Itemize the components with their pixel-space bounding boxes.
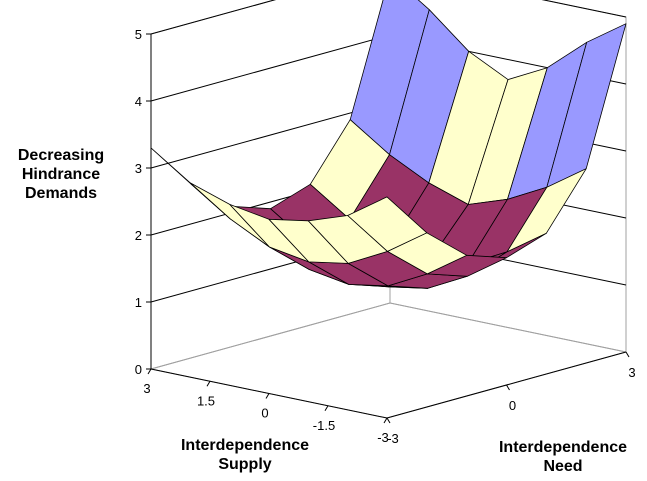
- y-tick-mark-2: [625, 351, 630, 358]
- z-axis-title-line-1: Decreasing: [17, 147, 105, 164]
- x-tick-mark-3: [324, 405, 329, 412]
- x-tick-mark-1: [206, 380, 211, 387]
- y-tick-label: 0: [509, 398, 516, 413]
- y-tick-mark-1: [506, 384, 510, 391]
- surface-cell-0-0: [347, 196, 428, 252]
- x-axis-title-line-2: Supply: [218, 456, 272, 473]
- z-tick-label: 3: [135, 161, 142, 176]
- z-tick-label: 0: [135, 362, 142, 377]
- z-tick-label: 2: [135, 228, 142, 243]
- x-axis-title-line-1: Interdependence: [180, 437, 310, 454]
- x-tick-mark-4: [383, 417, 388, 424]
- y-tick-label: 3: [628, 365, 635, 380]
- y-axis-title-line-2: Need: [543, 458, 583, 475]
- x-tick-label: 1.5: [197, 393, 215, 408]
- z-tick-label: 1: [135, 295, 142, 310]
- x-tick-label: -1.5: [313, 418, 335, 433]
- z-axis-title-line-3: Demands: [24, 185, 98, 202]
- x-tick-label: -3: [377, 430, 389, 445]
- gridline-z-5: [150, 0, 627, 35]
- y-tick-mark-0: [386, 417, 391, 424]
- surface-mesh: [150, 0, 627, 289]
- x-tick-mark-2: [265, 393, 270, 399]
- x-tick-label: 3: [143, 381, 150, 396]
- z-axis-title-line-2: Hindrance: [21, 166, 101, 183]
- x-tick-mark-0: [147, 368, 152, 375]
- z-tick-label: 4: [135, 94, 142, 109]
- x-axis-title: Interdependence Supply: [160, 436, 330, 474]
- y-axis-title-line-1: Interdependence: [498, 439, 628, 456]
- z-axis-title: Decreasing Hindrance Demands: [2, 146, 120, 203]
- y-axis-title: Interdependence Need: [478, 438, 647, 476]
- y-tick-label: -3: [387, 431, 399, 446]
- z-tick-label: 5: [135, 27, 142, 42]
- x-tick-label: 0: [261, 406, 268, 421]
